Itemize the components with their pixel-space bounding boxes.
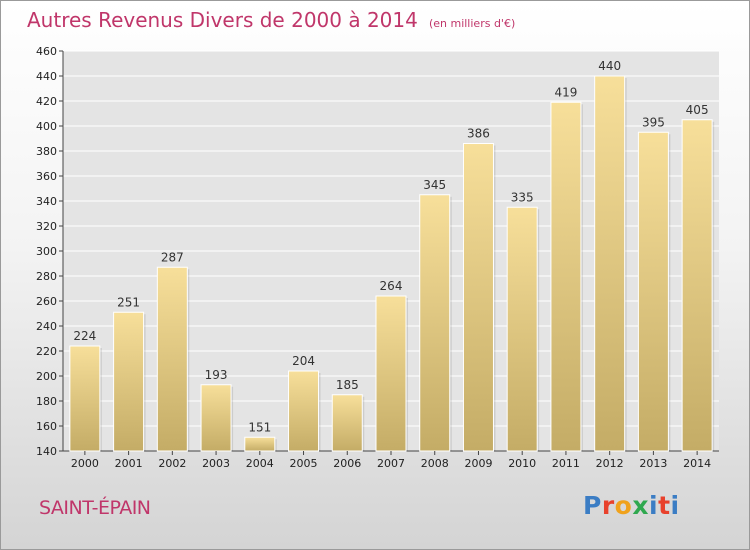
logo-letter: i xyxy=(670,491,680,520)
x-tick-label: 2000 xyxy=(71,457,99,470)
bar xyxy=(419,194,451,452)
bar xyxy=(244,436,276,452)
y-tick-label: 300 xyxy=(36,245,57,258)
x-tick-label: 2001 xyxy=(115,457,143,470)
x-tick-label: 2013 xyxy=(639,457,667,470)
y-tick-label: 380 xyxy=(36,145,57,158)
y-tick-label: 340 xyxy=(36,195,57,208)
data-label: 224 xyxy=(73,329,96,343)
data-label: 151 xyxy=(248,420,271,434)
logo-letter: P xyxy=(583,491,602,520)
logo-letter: x xyxy=(632,491,649,520)
bar xyxy=(288,370,320,452)
data-label: 386 xyxy=(467,127,490,141)
chart-title: Autres Revenus Divers de 2000 à 2014 xyxy=(27,8,418,32)
data-label: 193 xyxy=(205,368,228,382)
y-tick-label: 220 xyxy=(36,345,57,358)
bar xyxy=(156,266,188,452)
x-tick-label: 2008 xyxy=(421,457,449,470)
y-tick-label: 260 xyxy=(36,295,57,308)
bar xyxy=(637,131,669,452)
data-label: 251 xyxy=(117,295,140,309)
location-label: SAINT-ÉPAIN xyxy=(39,497,151,519)
x-tick-label: 2004 xyxy=(246,457,274,470)
bar xyxy=(550,101,582,452)
x-tick-label: 2011 xyxy=(552,457,580,470)
bar xyxy=(331,394,363,452)
y-tick-label: 400 xyxy=(36,120,57,133)
data-label: 185 xyxy=(336,378,359,392)
x-tick-label: 2010 xyxy=(508,457,536,470)
y-tick-label: 360 xyxy=(36,170,57,183)
bar xyxy=(462,143,494,452)
data-label: 440 xyxy=(598,59,621,73)
bar xyxy=(69,345,101,452)
y-tick-label: 180 xyxy=(36,395,57,408)
y-tick-label: 200 xyxy=(36,370,57,383)
x-tick-label: 2007 xyxy=(377,457,405,470)
x-tick-label: 2003 xyxy=(202,457,230,470)
logo-letter: i xyxy=(649,491,659,520)
x-tick-label: 2006 xyxy=(333,457,361,470)
x-tick-label: 2012 xyxy=(596,457,624,470)
y-tick-label: 160 xyxy=(36,420,57,433)
data-label: 204 xyxy=(292,354,315,368)
data-label: 395 xyxy=(642,115,665,129)
x-tick-label: 2002 xyxy=(158,457,186,470)
y-tick-label: 280 xyxy=(36,270,57,283)
bar xyxy=(506,206,538,452)
data-label: 335 xyxy=(511,190,534,204)
data-label: 287 xyxy=(161,250,184,264)
bar xyxy=(200,384,232,452)
bar xyxy=(681,119,713,452)
y-tick-label: 140 xyxy=(36,445,57,458)
bar xyxy=(113,311,145,452)
y-tick-label: 460 xyxy=(36,45,57,58)
y-tick-label: 440 xyxy=(36,70,57,83)
y-tick-label: 320 xyxy=(36,220,57,233)
bar xyxy=(594,75,626,452)
data-label: 405 xyxy=(686,103,709,117)
data-label: 264 xyxy=(380,279,403,293)
bar xyxy=(375,295,407,452)
title-row: Autres Revenus Divers de 2000 à 2014 (en… xyxy=(27,8,515,32)
y-tick-label: 240 xyxy=(36,320,57,333)
x-tick-label: 2009 xyxy=(464,457,492,470)
data-label: 345 xyxy=(423,178,446,192)
chart-unit: (en milliers d'€) xyxy=(428,17,516,30)
logo-letter: r xyxy=(601,491,615,520)
logo-letter: o xyxy=(614,491,633,520)
data-label: 419 xyxy=(554,85,577,99)
x-tick-label: 2005 xyxy=(290,457,318,470)
y-tick-label: 420 xyxy=(36,95,57,108)
logo-letter: t xyxy=(658,491,671,520)
proxiti-logo: Proxiti xyxy=(583,491,680,520)
x-tick-label: 2014 xyxy=(683,457,711,470)
